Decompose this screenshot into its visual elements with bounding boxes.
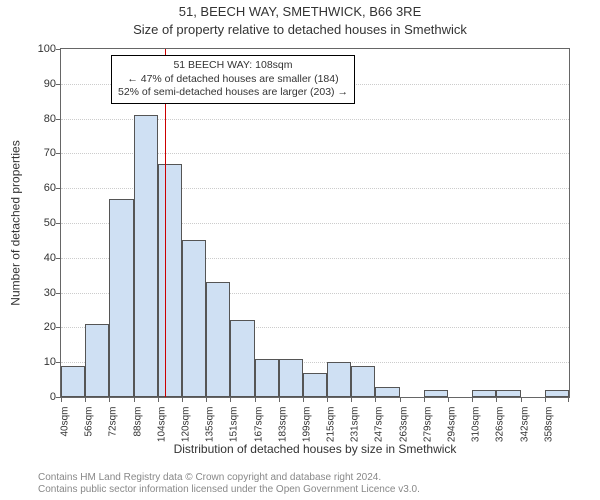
x-tick-mark	[327, 397, 328, 402]
x-tick-label: 247sqm	[374, 407, 385, 447]
x-tick-label: 56sqm	[84, 407, 95, 447]
y-tick-label: 20	[26, 321, 56, 333]
x-tick-label: 40sqm	[60, 407, 71, 447]
x-tick-mark	[279, 397, 280, 402]
histogram-bar	[206, 282, 230, 397]
histogram-bar	[109, 199, 133, 397]
x-tick-label: 263sqm	[398, 407, 409, 447]
x-tick-mark	[424, 397, 425, 402]
x-tick-mark	[158, 397, 159, 402]
y-tick-label: 60	[26, 182, 56, 194]
x-tick-label: 294sqm	[447, 407, 458, 447]
y-tick-label: 70	[26, 147, 56, 159]
plot-area: 51 BEECH WAY: 108sqm← 47% of detached ho…	[60, 48, 570, 398]
x-tick-label: 120sqm	[180, 407, 191, 447]
x-tick-mark	[255, 397, 256, 402]
x-tick-mark	[134, 397, 135, 402]
x-tick-mark	[496, 397, 497, 402]
y-tick-mark	[56, 293, 61, 294]
x-tick-label: 135sqm	[205, 407, 216, 447]
histogram-bar	[472, 390, 496, 397]
x-tick-label: 104sqm	[156, 407, 167, 447]
x-tick-mark	[303, 397, 304, 402]
x-tick-label: 183sqm	[277, 407, 288, 447]
annotation-line: 51 BEECH WAY: 108sqm	[118, 59, 348, 73]
y-tick-label: 10	[26, 356, 56, 368]
x-tick-mark	[230, 397, 231, 402]
annotation-box: 51 BEECH WAY: 108sqm← 47% of detached ho…	[111, 55, 355, 104]
histogram-bar	[327, 362, 351, 397]
y-tick-label: 100	[26, 43, 56, 55]
y-tick-mark	[56, 84, 61, 85]
x-tick-label: 151sqm	[229, 407, 240, 447]
y-tick-mark	[56, 188, 61, 189]
y-tick-mark	[56, 327, 61, 328]
y-tick-label: 90	[26, 78, 56, 90]
histogram-bar	[496, 390, 520, 397]
annotation-line: 52% of semi-detached houses are larger (…	[118, 86, 348, 100]
x-tick-mark	[568, 397, 569, 402]
histogram-bar	[255, 359, 279, 397]
x-tick-mark	[109, 397, 110, 402]
y-tick-label: 30	[26, 287, 56, 299]
histogram-bar	[85, 324, 109, 397]
x-tick-mark	[182, 397, 183, 402]
y-tick-mark	[56, 119, 61, 120]
chart-container: 51, BEECH WAY, SMETHWICK, B66 3RE Size o…	[0, 0, 600, 500]
y-tick-mark	[56, 223, 61, 224]
y-tick-label: 50	[26, 217, 56, 229]
histogram-bar	[424, 390, 448, 397]
footnote-line2: Contains public sector information licen…	[38, 484, 420, 496]
x-tick-mark	[472, 397, 473, 402]
x-tick-mark	[206, 397, 207, 402]
x-tick-label: 215sqm	[326, 407, 337, 447]
chart-supertitle: 51, BEECH WAY, SMETHWICK, B66 3RE	[0, 4, 600, 19]
histogram-bar	[545, 390, 569, 397]
x-tick-mark	[400, 397, 401, 402]
y-tick-label: 40	[26, 252, 56, 264]
x-tick-mark	[375, 397, 376, 402]
histogram-bar	[134, 115, 158, 397]
histogram-bar	[279, 359, 303, 397]
y-tick-mark	[56, 153, 61, 154]
x-tick-mark	[545, 397, 546, 402]
histogram-bar	[303, 373, 327, 397]
histogram-bar	[158, 164, 182, 397]
x-tick-label: 72sqm	[108, 407, 119, 447]
y-tick-mark	[56, 258, 61, 259]
histogram-bar	[61, 366, 85, 397]
x-tick-mark	[61, 397, 62, 402]
x-tick-label: 199sqm	[301, 407, 312, 447]
annotation-line: ← 47% of detached houses are smaller (18…	[118, 73, 348, 87]
y-tick-label: 80	[26, 113, 56, 125]
x-tick-mark	[85, 397, 86, 402]
x-tick-label: 310sqm	[471, 407, 482, 447]
y-tick-label: 0	[26, 391, 56, 403]
x-tick-label: 231sqm	[350, 407, 361, 447]
histogram-bar	[351, 366, 375, 397]
y-tick-mark	[56, 362, 61, 363]
x-tick-label: 358sqm	[543, 407, 554, 447]
histogram-bar	[375, 387, 399, 397]
x-tick-label: 167sqm	[253, 407, 264, 447]
histogram-bar	[182, 240, 206, 397]
x-tick-label: 342sqm	[519, 407, 530, 447]
x-tick-mark	[351, 397, 352, 402]
x-tick-mark	[448, 397, 449, 402]
x-tick-label: 326sqm	[495, 407, 506, 447]
x-tick-label: 88sqm	[132, 407, 143, 447]
x-tick-label: 279sqm	[422, 407, 433, 447]
y-axis-label: Number of detached properties	[6, 48, 26, 398]
footnote: Contains HM Land Registry data © Crown c…	[38, 472, 420, 496]
histogram-bar	[230, 320, 254, 397]
x-tick-mark	[521, 397, 522, 402]
y-tick-mark	[56, 49, 61, 50]
chart-title: Size of property relative to detached ho…	[0, 22, 600, 37]
footnote-line1: Contains HM Land Registry data © Crown c…	[38, 472, 420, 484]
